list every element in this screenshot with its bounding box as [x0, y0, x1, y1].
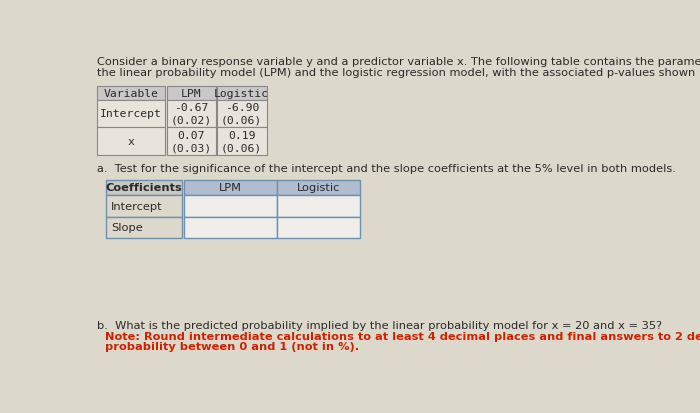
- FancyBboxPatch shape: [97, 100, 165, 128]
- Text: Consider a binary response variable y and a predictor variable x. The following : Consider a binary response variable y an…: [97, 57, 700, 67]
- Text: b.  What is the predicted probability implied by the linear probability model fo: b. What is the predicted probability imp…: [97, 320, 662, 330]
- Text: Coefficients: Coefficients: [106, 183, 183, 193]
- FancyBboxPatch shape: [217, 86, 267, 100]
- Text: LPM: LPM: [218, 183, 242, 193]
- Text: Logistic: Logistic: [297, 183, 340, 193]
- Text: the linear probability model (LPM) and the logistic regression model, with the a: the linear probability model (LPM) and t…: [97, 68, 700, 78]
- FancyBboxPatch shape: [217, 100, 267, 128]
- FancyBboxPatch shape: [167, 100, 216, 128]
- Text: Note: Round intermediate calculations to at least 4 decimal places and final ans: Note: Round intermediate calculations to…: [104, 331, 700, 341]
- FancyBboxPatch shape: [97, 86, 165, 100]
- FancyBboxPatch shape: [106, 217, 182, 239]
- FancyBboxPatch shape: [183, 195, 276, 217]
- Text: LPM: LPM: [181, 88, 202, 98]
- Text: 0.19: 0.19: [228, 131, 256, 141]
- FancyBboxPatch shape: [183, 217, 276, 239]
- FancyBboxPatch shape: [167, 86, 216, 100]
- Text: a.  Test for the significance of the intercept and the slope coefficients at the: a. Test for the significance of the inte…: [97, 163, 676, 173]
- Text: Variable: Variable: [104, 88, 158, 98]
- Text: -6.90: -6.90: [225, 103, 259, 113]
- Text: Intercept: Intercept: [100, 109, 162, 119]
- Text: probability between 0 and 1 (not in %).: probability between 0 and 1 (not in %).: [104, 342, 358, 351]
- Text: (0.06): (0.06): [221, 115, 262, 125]
- FancyBboxPatch shape: [183, 180, 276, 195]
- Text: 0.07: 0.07: [178, 131, 205, 141]
- FancyBboxPatch shape: [276, 195, 360, 217]
- Text: Intercept: Intercept: [111, 201, 162, 211]
- Text: (0.06): (0.06): [221, 143, 262, 153]
- Text: Slope: Slope: [111, 223, 143, 233]
- FancyBboxPatch shape: [97, 128, 165, 156]
- FancyBboxPatch shape: [106, 195, 182, 217]
- Text: (0.03): (0.03): [171, 143, 212, 153]
- FancyBboxPatch shape: [276, 217, 360, 239]
- Text: x: x: [127, 137, 134, 147]
- FancyBboxPatch shape: [106, 180, 182, 195]
- Text: Logistic: Logistic: [214, 88, 270, 98]
- FancyBboxPatch shape: [167, 128, 216, 156]
- Text: -0.67: -0.67: [174, 103, 209, 113]
- FancyBboxPatch shape: [276, 180, 360, 195]
- Text: (0.02): (0.02): [171, 115, 212, 125]
- FancyBboxPatch shape: [217, 128, 267, 156]
